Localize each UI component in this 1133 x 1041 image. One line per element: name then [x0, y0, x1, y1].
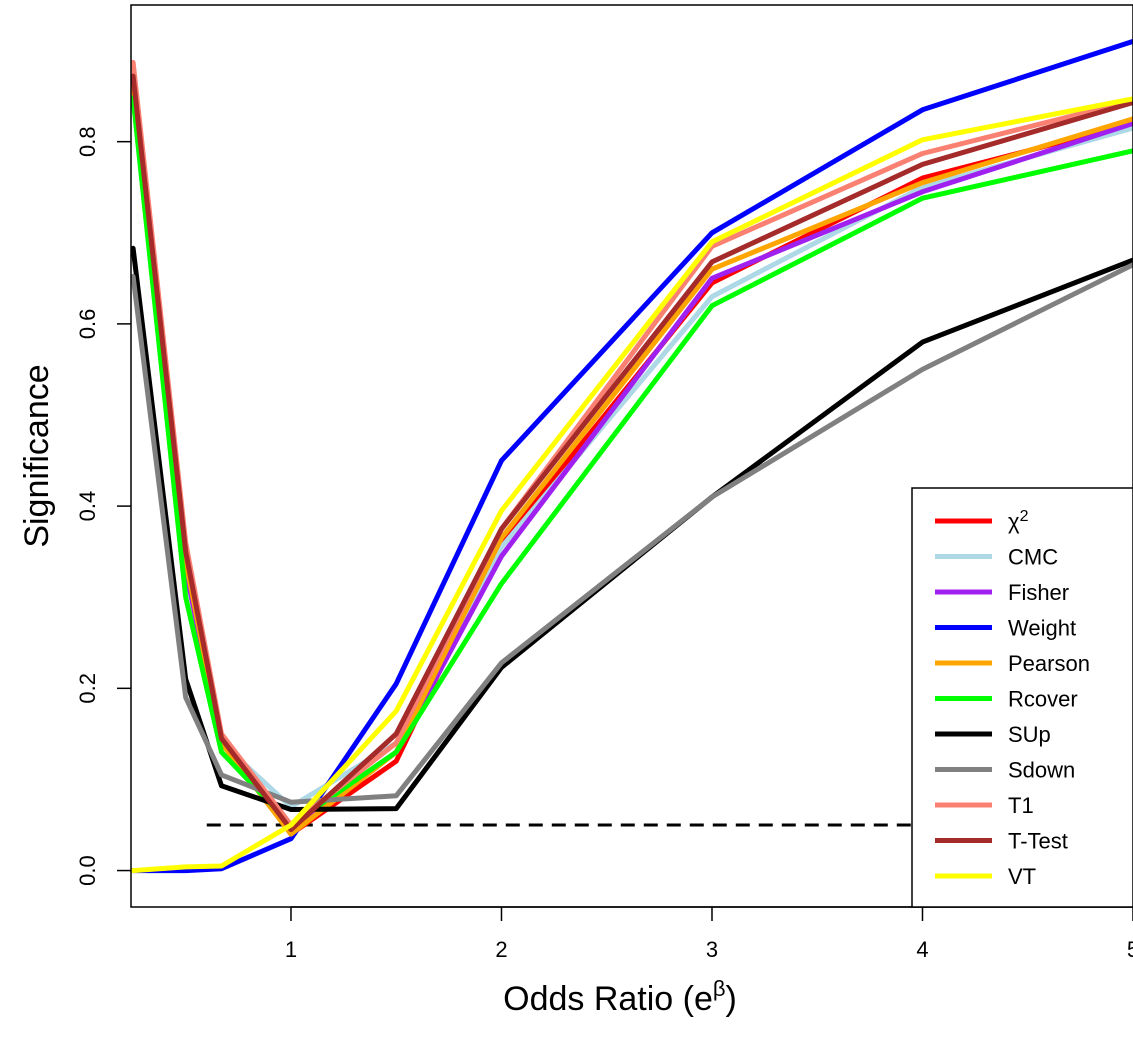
- x-axis-title-end: ): [726, 980, 737, 1018]
- x-axis-title-main: Odds Ratio (e: [503, 980, 713, 1018]
- series-line-t-test: [130, 73, 1133, 833]
- x-tick-label: 2: [495, 937, 507, 962]
- y-tick-label: 0.6: [75, 309, 100, 340]
- x-axis-title: Odds Ratio (eβ): [503, 976, 737, 1018]
- x-axis-title-superscript: β: [713, 976, 726, 1001]
- series-layer: [130, 38, 1133, 874]
- legend-label-fisher: Fisher: [1008, 580, 1069, 605]
- y-tick-label: 0.2: [75, 673, 100, 704]
- legend: χ2 CMC Fisher Weight Pearson Rcover SUp Sdown T1…: [911, 487, 1133, 908]
- legend-label-sup: SUp: [1008, 722, 1051, 747]
- y-tick-label: 0.8: [75, 126, 100, 157]
- legend-label-t1: T1: [1008, 793, 1034, 818]
- series-line-sdown: [130, 262, 1133, 805]
- legend-label-rcover: Rcover: [1008, 687, 1078, 712]
- x-tick-label: 3: [706, 937, 718, 962]
- y-axis-title: Significance: [18, 364, 56, 547]
- x-tick-label: 5: [1127, 937, 1133, 962]
- series-line-rcover: [130, 95, 1133, 828]
- series-line-vt: [130, 96, 1133, 874]
- legend-label-vt: VT: [1008, 864, 1036, 889]
- x-tick-label: 4: [916, 937, 928, 962]
- series-line-weight: [130, 38, 1133, 874]
- legend-label-pearson: Pearson: [1008, 651, 1090, 676]
- y-tick-label: 0.4: [75, 491, 100, 522]
- legend-label-weight: Weight: [1008, 616, 1076, 641]
- x-tick-label: 1: [285, 937, 297, 962]
- series-line-sup: [130, 245, 1133, 812]
- legend-label-cmc: CMC: [1008, 545, 1058, 570]
- legend-label-t-test: T-Test: [1008, 829, 1068, 854]
- legend-label-sdown: Sdown: [1008, 758, 1075, 783]
- y-tick-label: 0.0: [75, 855, 100, 886]
- legend-label--2: χ2: [1008, 508, 1029, 534]
